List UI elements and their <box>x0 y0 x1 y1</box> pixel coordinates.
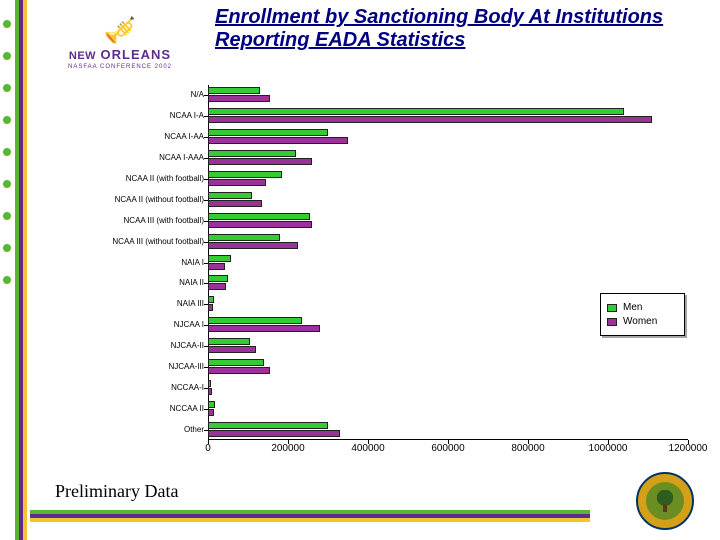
footer-text: Preliminary Data <box>55 481 178 502</box>
bar-women <box>208 95 270 102</box>
bar-men <box>208 171 282 178</box>
bar-women <box>208 158 312 165</box>
left-stripe <box>15 0 27 540</box>
bar-men <box>208 255 231 262</box>
bar-women <box>208 221 312 228</box>
bar-women <box>208 430 340 437</box>
x-tick-label: 1200000 <box>669 443 708 454</box>
category-label: NJCAA-II <box>70 341 204 350</box>
bar-women <box>208 283 226 290</box>
bar-men <box>208 359 264 366</box>
bar-men <box>208 108 624 115</box>
category-label: Other <box>70 425 204 434</box>
bar-women <box>208 200 262 207</box>
bar-men <box>208 129 328 136</box>
category-label: NCAA I-AAA <box>70 153 204 162</box>
x-tick-label: 0 <box>205 443 211 454</box>
category-label: NJCAA I <box>70 320 204 329</box>
category-label: NCCAA II <box>70 404 204 413</box>
category-label: NCAA III (without football) <box>70 237 204 246</box>
x-tick-label: 200000 <box>271 443 304 454</box>
bar-men <box>208 275 228 282</box>
logo-line1: NEW <box>69 50 96 62</box>
trumpet-icon: 🎺 <box>104 15 136 46</box>
logo-line3: NASFAA CONFERENCE 2002 <box>68 64 172 70</box>
conference-logo: 🎺 NEW ORLEANS NASFAA CONFERENCE 2002 <box>35 10 205 75</box>
bar-men <box>208 317 302 324</box>
category-label: NCAA II (with football) <box>70 174 204 183</box>
bar-women <box>208 388 212 395</box>
bar-women <box>208 346 256 353</box>
legend-men: Men <box>607 302 678 313</box>
bar-women <box>208 304 213 311</box>
category-label: NCAA III (with football) <box>70 216 204 225</box>
x-tick-label: 600000 <box>431 443 464 454</box>
legend: Men Women <box>600 293 685 336</box>
legend-men-label: Men <box>623 302 642 313</box>
bar-men <box>208 401 215 408</box>
swatch-women <box>607 318 617 326</box>
category-label: NAIA II <box>70 278 204 287</box>
bar-men <box>208 87 260 94</box>
x-tick-label: 1000000 <box>589 443 628 454</box>
bar-men <box>208 234 280 241</box>
category-label: NAIA III <box>70 299 204 308</box>
bottom-stripe <box>30 510 590 522</box>
category-label: NCAA I-AA <box>70 132 204 141</box>
page-title: Enrollment by Sanctioning Body At Instit… <box>215 6 710 52</box>
left-dots <box>3 20 11 284</box>
bar-women <box>208 137 348 144</box>
logo-line2: ORLEANS <box>101 47 172 62</box>
bar-women <box>208 367 270 374</box>
bar-women <box>208 242 298 249</box>
enrollment-chart: N/A NCAA I-A NCAA I-AA NCAA I-AAA NCAA II (w… <box>70 85 700 465</box>
bar-women <box>208 263 225 270</box>
category-label: NCAA II (without football) <box>70 195 204 204</box>
bar-men <box>208 192 252 199</box>
category-label: N/A <box>70 90 204 99</box>
dept-education-seal <box>636 472 694 530</box>
bar-women <box>208 179 266 186</box>
category-label: NAIA I <box>70 258 204 267</box>
bar-men <box>208 296 214 303</box>
bar-men <box>208 380 211 387</box>
legend-women-label: Women <box>623 316 657 327</box>
bar-men <box>208 213 310 220</box>
bar-men <box>208 422 328 429</box>
bar-men <box>208 150 296 157</box>
category-label: NCCAA-I <box>70 383 204 392</box>
bar-women <box>208 325 320 332</box>
legend-women: Women <box>607 316 678 327</box>
x-tick-label: 400000 <box>351 443 384 454</box>
x-tick-label: 800000 <box>511 443 544 454</box>
bar-women <box>208 409 214 416</box>
swatch-men <box>607 304 617 312</box>
category-label: NJCAA-III <box>70 362 204 371</box>
bar-men <box>208 338 250 345</box>
category-label: NCAA I-A <box>70 111 204 120</box>
bar-women <box>208 116 652 123</box>
